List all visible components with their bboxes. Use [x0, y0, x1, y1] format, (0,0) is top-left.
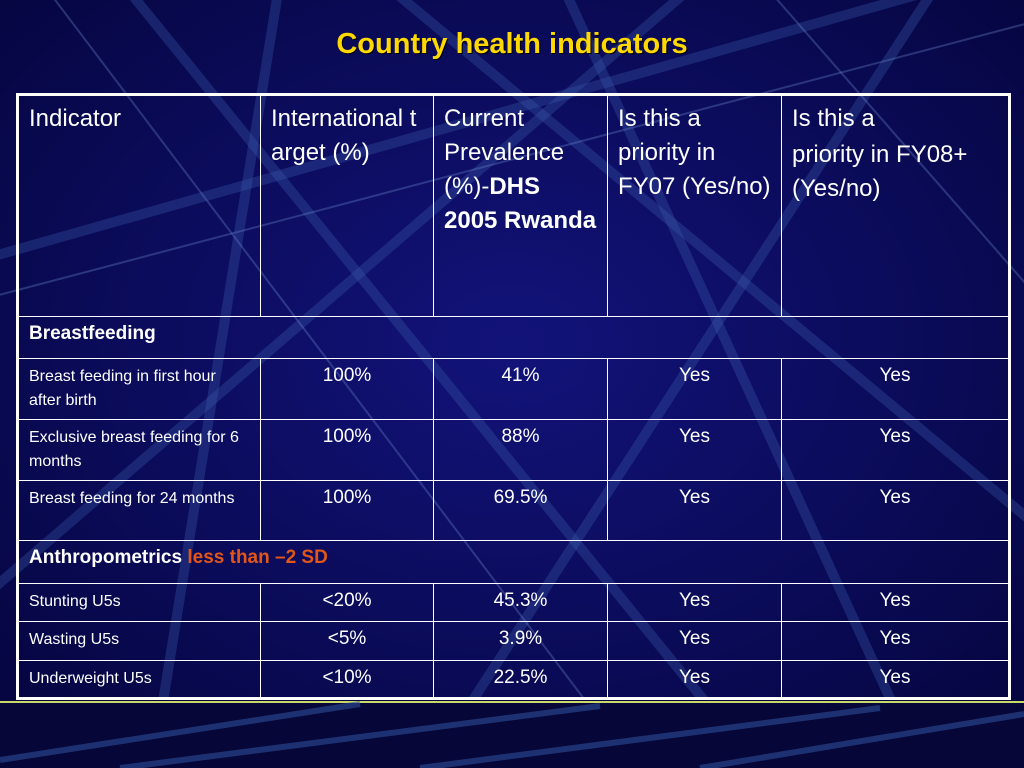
header-fy08: Is this a priority in FY08+ (Yes/no) [781, 94, 1010, 317]
section-row: Breastfeeding [17, 316, 1010, 359]
target-cell: 100% [260, 358, 434, 420]
indicators-table: Indicator International target (%) Curre… [16, 93, 1011, 700]
prevalence-cell: 22.5% [433, 660, 608, 699]
section-row: Anthropometrics less than –2 SD [17, 540, 1010, 584]
target-cell: 100% [260, 419, 434, 481]
indicator-cell: Breast feeding for 24 months [17, 480, 261, 541]
section-title-text: Anthropometrics [29, 547, 183, 568]
table-row: Wasting U5s <5% 3.9% Yes Yes [17, 621, 1010, 661]
header-prevalence-source: DHS 2005 Rwanda [444, 173, 597, 234]
header-row: Indicator International target (%) Curre… [17, 94, 1010, 317]
section-title-text: Breastfeeding [29, 323, 156, 344]
fy08-cell: Yes [781, 480, 1010, 541]
fy08-cell: Yes [781, 660, 1010, 699]
table-row: Underweight U5s <10% 22.5% Yes Yes [17, 660, 1010, 699]
header-prevalence: Current Prevalence (%)-DHS 2005 Rwanda [433, 94, 608, 317]
fy07-cell: Yes [607, 419, 782, 481]
target-cell: <5% [260, 621, 434, 661]
table-row: Exclusive breast feeding for 6 months 10… [17, 419, 1010, 481]
prevalence-cell: 41% [433, 358, 608, 420]
header-target: International target (%) [260, 94, 434, 317]
target-cell: 100% [260, 480, 434, 541]
header-fy08-line1: Is this a [792, 105, 875, 132]
table-row: Stunting U5s <20% 45.3% Yes Yes [17, 583, 1010, 622]
fy08-cell: Yes [781, 358, 1010, 420]
slide-title: Country health indicators [336, 28, 688, 60]
fy07-cell: Yes [607, 660, 782, 699]
indicator-cell: Wasting U5s [17, 621, 261, 661]
prevalence-cell: 69.5% [433, 480, 608, 541]
target-cell: <10% [260, 660, 434, 699]
header-prevalence-label: Current Prevalence (%)- [444, 105, 565, 200]
header-fy07: Is this a priority in FY07 (Yes/no) [607, 94, 782, 317]
table-row: Breast feeding for 24 months 100% 69.5% … [17, 480, 1010, 541]
fy08-cell: Yes [781, 419, 1010, 481]
indicator-cell: Exclusive breast feeding for 6 months [17, 419, 261, 481]
fy07-cell: Yes [607, 621, 782, 661]
footer-bar [0, 700, 1024, 768]
fy08-cell: Yes [781, 583, 1010, 622]
section-title: Breastfeeding [17, 316, 1010, 359]
section-qualifier: less than –2 SD [187, 547, 328, 568]
indicator-cell: Breast feeding in first hour after birth [17, 358, 261, 420]
fy07-cell: Yes [607, 358, 782, 420]
header-fy08-line2: priority in FY08+ (Yes/no) [792, 141, 968, 202]
fy08-cell: Yes [781, 621, 1010, 661]
table-row: Breast feeding in first hour after birth… [17, 358, 1010, 420]
prevalence-cell: 45.3% [433, 583, 608, 622]
target-cell: <20% [260, 583, 434, 622]
prevalence-cell: 88% [433, 419, 608, 481]
section-title: Anthropometrics less than –2 SD [17, 540, 1010, 584]
indicator-cell: Underweight U5s [17, 660, 261, 699]
fy07-cell: Yes [607, 480, 782, 541]
fy07-cell: Yes [607, 583, 782, 622]
indicator-cell: Stunting U5s [17, 583, 261, 622]
header-indicator: Indicator [17, 94, 261, 317]
prevalence-cell: 3.9% [433, 621, 608, 661]
